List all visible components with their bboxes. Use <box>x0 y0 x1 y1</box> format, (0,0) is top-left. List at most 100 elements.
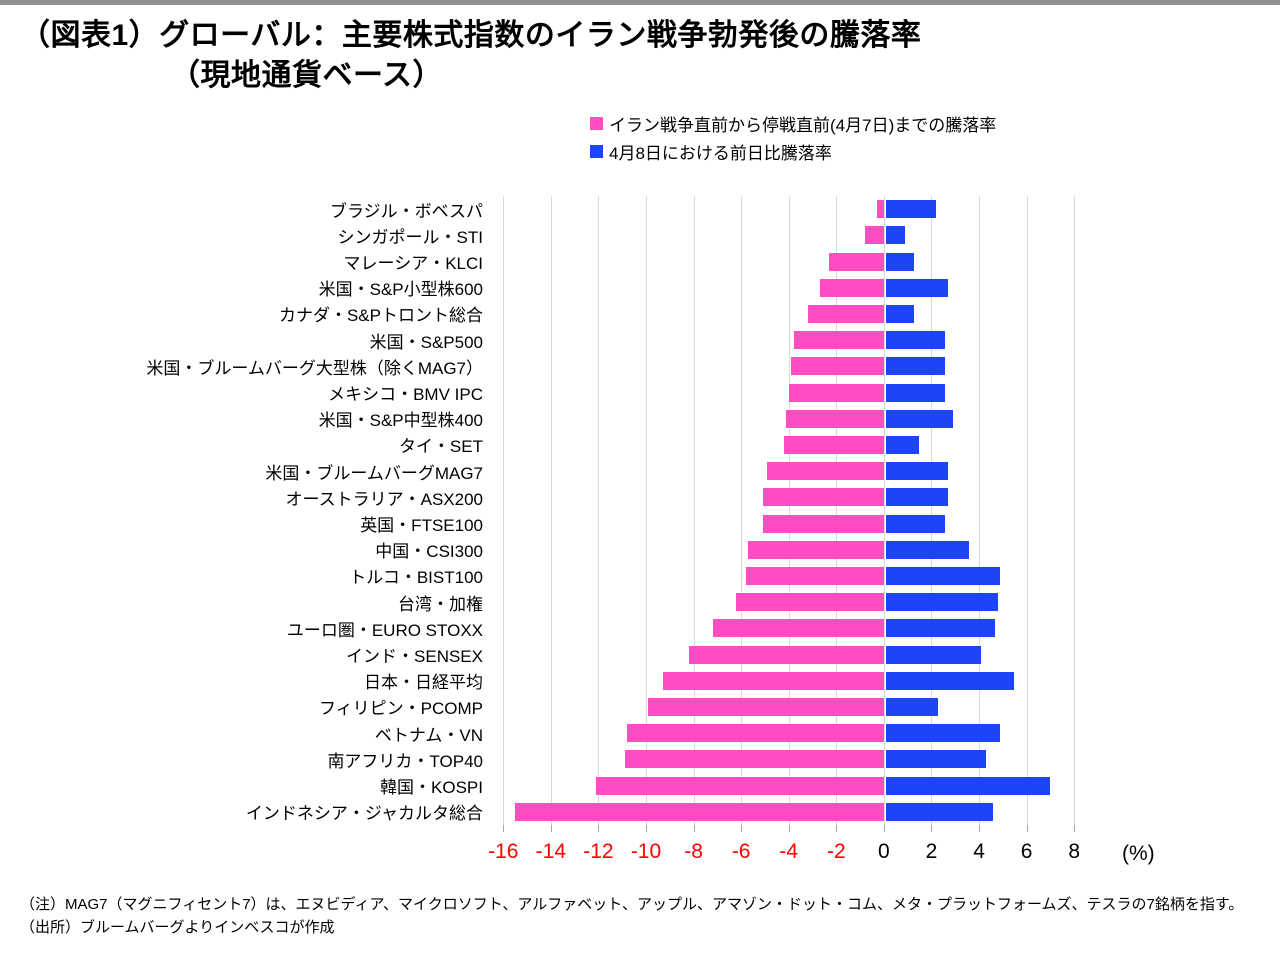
x-axis-tick-label: 4 <box>973 840 985 863</box>
gridline <box>1027 196 1028 825</box>
bar-pre-ceasefire <box>626 724 884 743</box>
category-label: インドネシア・ジャカルタ総合 <box>245 804 483 824</box>
bar-april8 <box>885 488 948 507</box>
gridline <box>789 196 790 825</box>
tick-mark <box>979 825 980 832</box>
bar-pre-ceasefire <box>864 226 884 245</box>
gridline <box>884 196 885 825</box>
legend: イラン戦争直前から停戦直前(4月7日)までの騰落率 4月8日における前日比騰落率 <box>590 113 996 169</box>
bar-april8 <box>885 304 915 323</box>
x-axis-tick-label: -6 <box>731 840 751 863</box>
bar-pre-ceasefire <box>662 671 884 690</box>
x-axis-tick-label: 8 <box>1068 840 1081 863</box>
legend-swatch-blue-icon <box>590 145 603 158</box>
category-label: 米国・S&P中型株400 <box>318 411 483 431</box>
plot-area <box>489 196 1098 832</box>
x-axis-tick-label: 2 <box>925 840 938 863</box>
bar-pre-ceasefire <box>829 252 884 271</box>
bar-april8 <box>885 200 936 219</box>
category-label: 台湾・加権 <box>398 594 483 614</box>
bar-april8 <box>885 619 996 638</box>
tick-mark <box>884 825 885 832</box>
bar-pre-ceasefire <box>736 593 884 612</box>
tick-mark <box>551 825 552 832</box>
bar-april8 <box>885 252 915 271</box>
bar-april8 <box>885 357 946 376</box>
footnotes: （注）MAG7（マグニフィセント7）は、エヌビディア、マイクロソフト、アルファベ… <box>20 893 1243 939</box>
tick-mark <box>694 825 695 832</box>
legend-item-pink: イラン戦争直前から停戦直前(4月7日)までの騰落率 <box>590 113 997 135</box>
value-axis-unit-label: (%) <box>1122 842 1155 865</box>
x-axis-tick-label: -2 <box>826 840 846 863</box>
category-label: マレーシア・KLCI <box>343 254 483 273</box>
tick-mark <box>598 825 599 832</box>
x-axis-tick-label: -10 <box>630 840 662 863</box>
category-label: 米国・ブルームバーグMAG7 <box>265 463 483 483</box>
tick-mark <box>789 825 790 832</box>
x-axis-tick-label: 6 <box>1020 840 1033 863</box>
x-axis-tick-label: -8 <box>684 840 703 863</box>
bar-april8 <box>885 226 905 245</box>
tick-mark <box>1027 825 1028 832</box>
gridline <box>979 196 980 825</box>
chart-title: （図表1）グローバル：主要株式指数のイラン戦争勃発後の騰落率 （現地通貨ベース） <box>20 16 921 96</box>
footnote-note: （注）MAG7（マグニフィセント7）は、エヌビディア、マイクロソフト、アルファベ… <box>20 896 1244 913</box>
value-axis: -16 -14 -12 -10 -8 -6 -4 -2 0 2 4 6 8 <box>0 840 1280 870</box>
bar-pre-ceasefire <box>786 409 884 428</box>
category-label: インド・SENSEX <box>346 647 483 667</box>
category-label: 中国・CSI300 <box>375 542 483 562</box>
bar-pre-ceasefire <box>793 331 884 350</box>
category-label: ユーロ圏・EURO STOXX <box>286 620 483 640</box>
bar-april8 <box>885 409 953 428</box>
gridline <box>741 196 742 825</box>
gridline <box>694 196 695 825</box>
bar-april8 <box>885 802 993 821</box>
bar-april8 <box>885 278 948 297</box>
bar-april8 <box>885 776 1051 795</box>
chart-title-line2: （現地通貨ベース） <box>170 59 443 92</box>
bar-pre-ceasefire <box>596 776 884 795</box>
legend-swatch-pink-icon <box>590 117 603 130</box>
category-label: メキシコ・BMV IPC <box>328 385 483 405</box>
bar-april8 <box>885 593 998 612</box>
x-axis-tick-label: -14 <box>535 840 567 863</box>
category-label: タイ・SET <box>398 437 483 457</box>
category-label: 米国・S&P小型株600 <box>318 280 483 300</box>
bar-pre-ceasefire <box>648 698 884 717</box>
bar-april8 <box>885 724 1001 743</box>
chart-title-line1: （図表1）グローバル：主要株式指数のイラン戦争勃発後の騰落率 <box>20 19 922 52</box>
category-label: 英国・FTSE100 <box>360 516 483 536</box>
bar-april8 <box>885 514 946 533</box>
bar-pre-ceasefire <box>807 304 884 323</box>
gridline <box>1074 196 1075 825</box>
category-label: 日本・日経平均 <box>364 673 483 693</box>
bar-pre-ceasefire <box>819 278 884 297</box>
category-label: 南アフリカ・TOP40 <box>327 751 483 771</box>
bar-pre-ceasefire <box>688 645 884 664</box>
gridline <box>503 196 504 825</box>
bar-april8 <box>885 567 1001 586</box>
category-axis: ブラジル・ボベスパ シンガポール・STI マレーシア・KLCI 米国・S&P小型株60… <box>0 196 483 825</box>
legend-label-blue: 4月8日における前日比騰落率 <box>609 144 832 163</box>
bar-pre-ceasefire <box>748 540 884 559</box>
bar-april8 <box>885 698 939 717</box>
bar-pre-ceasefire <box>767 462 884 481</box>
x-axis-tick-label: -12 <box>583 840 614 863</box>
bar-april8 <box>885 540 970 559</box>
bar-pre-ceasefire <box>745 567 884 586</box>
gridline <box>931 196 932 825</box>
category-label: フィリピン・PCOMP <box>319 699 483 719</box>
bar-pre-ceasefire <box>712 619 884 638</box>
category-label: カナダ・S&Pトロント総合 <box>278 306 483 326</box>
x-axis-tick-label: -4 <box>779 840 799 863</box>
category-label: オーストラリア・ASX200 <box>285 489 483 509</box>
bar-april8 <box>885 671 1015 690</box>
legend-label-pink: イラン戦争直前から停戦直前(4月7日)までの騰落率 <box>609 116 997 135</box>
bar-pre-ceasefire <box>876 200 884 219</box>
bar-april8 <box>885 383 946 402</box>
bar-pre-ceasefire <box>762 514 884 533</box>
legend-item-blue: 4月8日における前日比騰落率 <box>590 141 996 163</box>
tick-mark <box>503 825 504 832</box>
category-label: ブラジル・ボベスパ <box>330 201 483 221</box>
bar-pre-ceasefire <box>791 357 884 376</box>
